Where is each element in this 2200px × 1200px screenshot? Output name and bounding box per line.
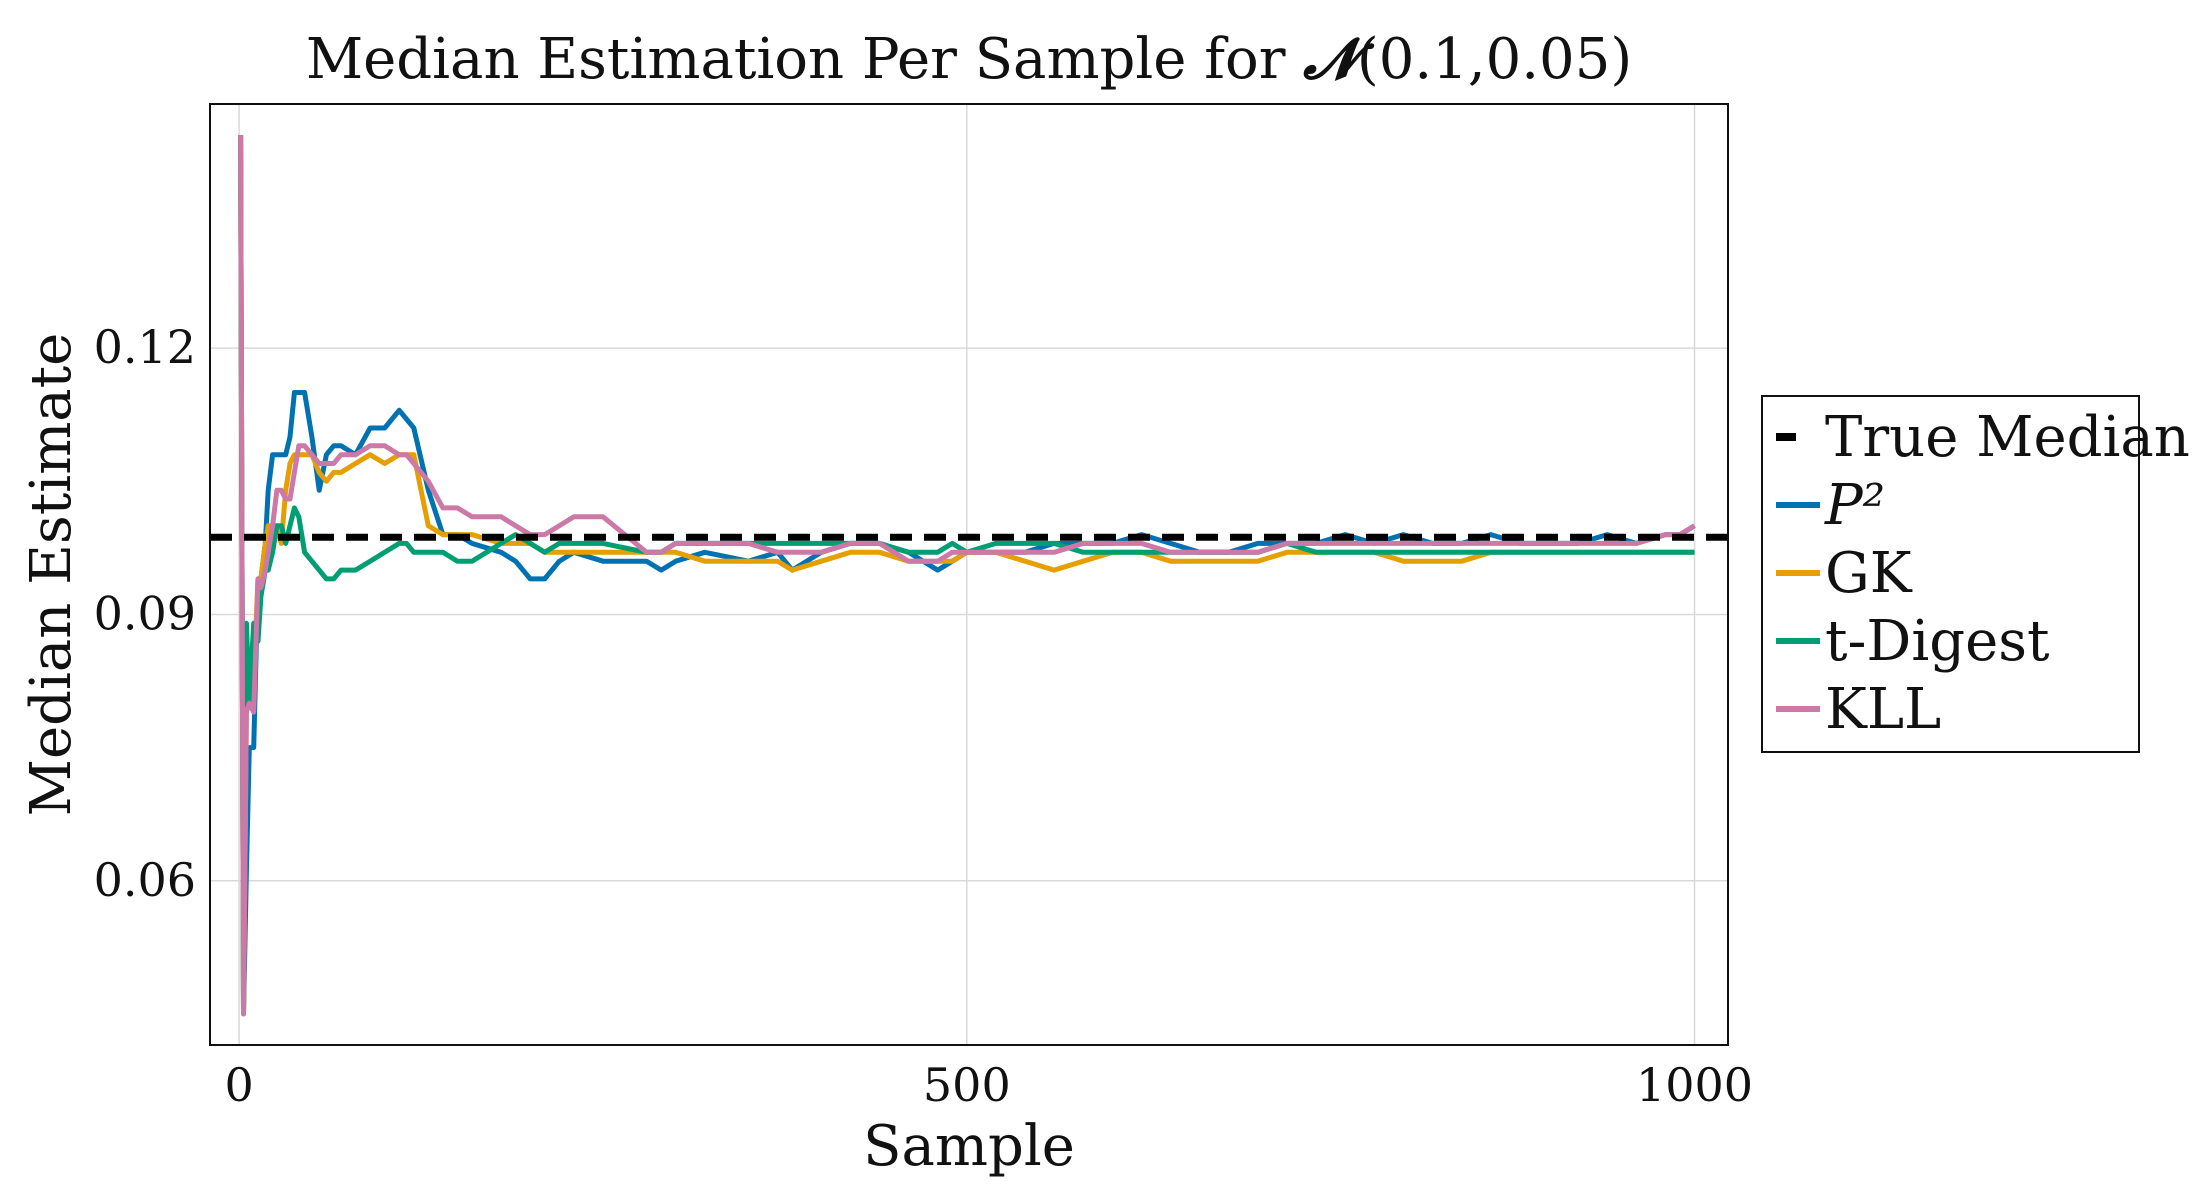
legend-label: GK xyxy=(1825,541,1913,606)
y-tick-label: 0.06 xyxy=(94,853,196,907)
x-tick-label: 0 xyxy=(224,1058,253,1112)
y-tick-label: 0.09 xyxy=(94,586,196,640)
gridlines xyxy=(210,104,1728,1045)
legend-label: P² xyxy=(1824,473,1885,538)
y-axis-label: Median Estimate xyxy=(19,333,84,817)
chart-title: Median Estimation Per Sample for 𝓝(0.1,0… xyxy=(306,26,1632,92)
legend-label: KLL xyxy=(1825,677,1941,742)
x-axis-ticks: 0 500 1000 xyxy=(224,1058,1753,1112)
x-tick-label: 500 xyxy=(923,1058,1011,1112)
legend-item: KLL xyxy=(1776,677,1941,742)
legend-label: True Median xyxy=(1825,405,2190,470)
legend-label: t-Digest xyxy=(1825,609,2050,674)
legend-item: t-Digest xyxy=(1776,609,2050,674)
legend-item: True Median xyxy=(1776,405,2190,470)
y-axis-ticks: 0.06 0.09 0.12 xyxy=(94,320,196,907)
series-line-kll xyxy=(238,135,1696,1017)
legend-box xyxy=(1761,395,2140,753)
y-tick-label: 0.12 xyxy=(94,320,196,374)
chart-title-params: (0.1,0.05) xyxy=(1357,27,1632,92)
plot-frame xyxy=(209,103,1729,1046)
legend-item: P² xyxy=(1776,473,1885,538)
x-axis-label: Sample xyxy=(863,1114,1075,1179)
legend-item: GK xyxy=(1776,541,1913,606)
x-tick-label: 1000 xyxy=(1636,1058,1753,1112)
chart-title-text: Median Estimation Per Sample for xyxy=(306,27,1303,92)
